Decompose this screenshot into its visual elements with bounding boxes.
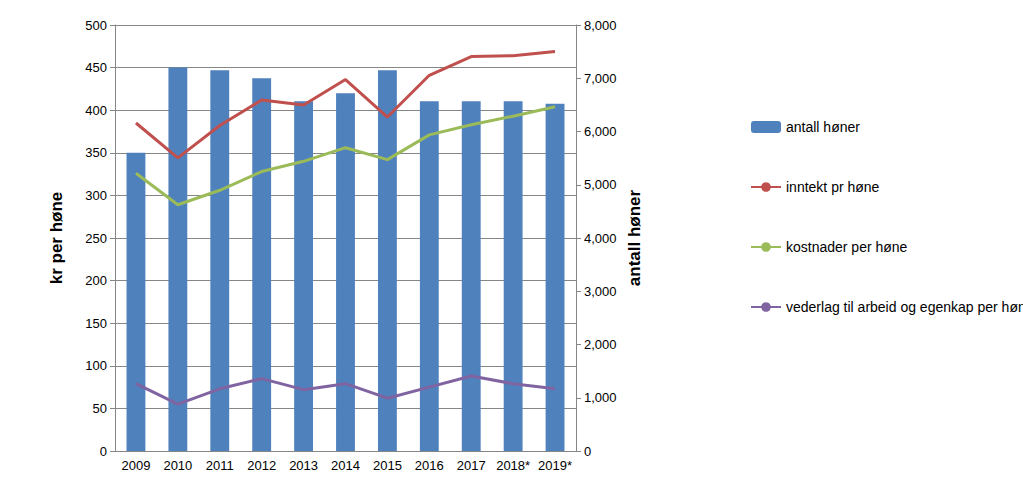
svg-text:2011: 2011 bbox=[206, 458, 234, 473]
svg-text:150: 150 bbox=[85, 316, 107, 331]
svg-text:2017: 2017 bbox=[457, 458, 486, 473]
svg-text:2019*: 2019* bbox=[538, 458, 572, 473]
svg-text:350: 350 bbox=[85, 145, 107, 160]
svg-text:200: 200 bbox=[85, 273, 107, 288]
svg-text:3,000: 3,000 bbox=[584, 284, 617, 299]
svg-text:6,000: 6,000 bbox=[584, 124, 617, 139]
svg-text:2013: 2013 bbox=[289, 458, 318, 473]
svg-text:250: 250 bbox=[85, 231, 107, 246]
svg-text:2009: 2009 bbox=[121, 458, 150, 473]
svg-text:2,000: 2,000 bbox=[584, 337, 617, 352]
svg-text:2012: 2012 bbox=[247, 458, 276, 473]
svg-text:5,000: 5,000 bbox=[584, 177, 617, 192]
svg-text:7,000: 7,000 bbox=[584, 71, 617, 86]
svg-text:0: 0 bbox=[100, 444, 107, 459]
svg-text:kr per høne: kr per høne bbox=[47, 192, 66, 285]
svg-text:1,000: 1,000 bbox=[584, 390, 617, 405]
svg-text:400: 400 bbox=[85, 103, 107, 118]
svg-text:450: 450 bbox=[85, 60, 107, 75]
svg-text:2018*: 2018* bbox=[496, 458, 530, 473]
svg-text:kostnader per høne: kostnader per høne bbox=[786, 239, 908, 255]
svg-text:300: 300 bbox=[85, 188, 107, 203]
svg-text:2010: 2010 bbox=[163, 458, 192, 473]
svg-text:8,000: 8,000 bbox=[584, 18, 617, 33]
svg-text:100: 100 bbox=[85, 358, 107, 373]
svg-text:0: 0 bbox=[584, 444, 591, 459]
svg-text:inntekt pr høne: inntekt pr høne bbox=[786, 179, 880, 195]
svg-text:50: 50 bbox=[93, 401, 107, 416]
svg-text:antall høner: antall høner bbox=[625, 189, 644, 286]
svg-text:vederlag til arbeid og egenkap: vederlag til arbeid og egenkap per høne bbox=[786, 299, 1023, 315]
svg-text:2014: 2014 bbox=[331, 458, 360, 473]
svg-text:4,000: 4,000 bbox=[584, 231, 617, 246]
svg-text:antall høner: antall høner bbox=[786, 119, 860, 135]
svg-text:2016: 2016 bbox=[415, 458, 444, 473]
svg-text:500: 500 bbox=[85, 18, 107, 33]
svg-text:2015: 2015 bbox=[373, 458, 402, 473]
